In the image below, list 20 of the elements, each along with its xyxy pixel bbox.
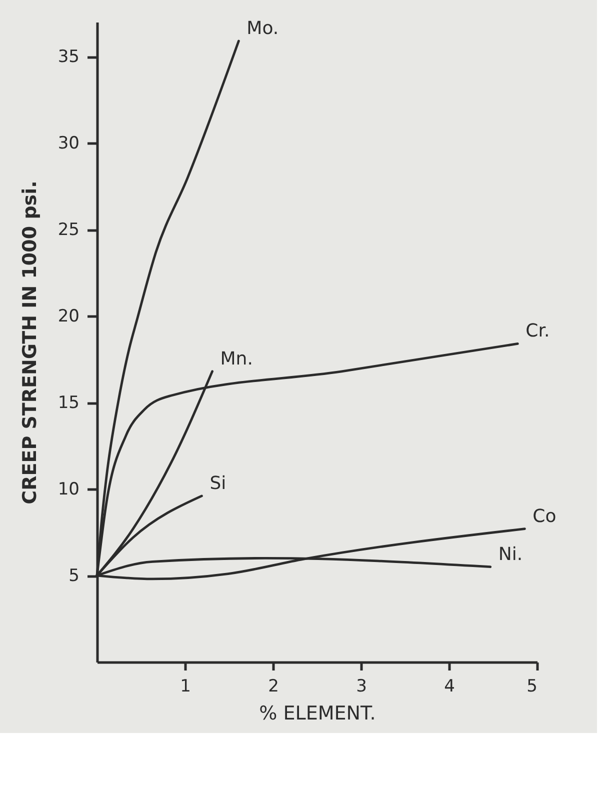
y-axis-title: CREEP STRENGTH IN 1000 psi. bbox=[18, 180, 41, 504]
y-tick-label: 30 bbox=[58, 134, 80, 154]
series-label: Mn. bbox=[220, 348, 253, 370]
y-tick-label: 25 bbox=[58, 220, 80, 240]
series-label: Ni. bbox=[498, 544, 523, 565]
series-label: Mo. bbox=[246, 18, 279, 40]
x-tick-label: 2 bbox=[268, 676, 279, 696]
x-tick-label: 5 bbox=[526, 676, 538, 696]
x-axis-title: % ELEMENT. bbox=[259, 702, 376, 724]
x-tick-label: 4 bbox=[444, 676, 455, 696]
x-tick-label: 3 bbox=[356, 676, 367, 696]
series-label: Co bbox=[532, 506, 556, 527]
y-tick-label: 5 bbox=[68, 566, 80, 586]
series-label: Si bbox=[210, 472, 226, 494]
y-tick-label: 20 bbox=[58, 306, 80, 327]
y-tick-label: 10 bbox=[58, 480, 80, 500]
series-label: Cr. bbox=[526, 320, 550, 342]
y-tick-label: 35 bbox=[58, 47, 80, 68]
x-tick-label: 1 bbox=[180, 676, 191, 696]
y-tick-label: 15 bbox=[58, 393, 80, 414]
